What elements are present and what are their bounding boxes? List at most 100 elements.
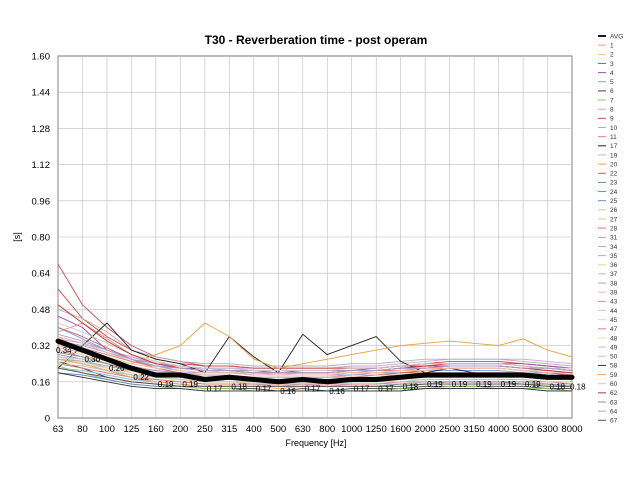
x-tick-label: 800 (319, 424, 335, 435)
legend-label: 44 (610, 308, 618, 315)
legend-label: AVG (610, 33, 623, 40)
x-tick-label: 500 (270, 424, 286, 435)
legend-label: 35 (610, 253, 618, 260)
legend-label: 37 (610, 271, 618, 278)
legend-label: 4 (610, 70, 614, 77)
x-tick-label: 4000 (488, 424, 509, 435)
y-tick-label: 1.44 (32, 88, 51, 99)
avg-data-label: 0.17 (256, 385, 272, 394)
legend-label: 60 (610, 381, 618, 388)
legend-label: 20 (610, 161, 618, 168)
legend-label: 2 (610, 52, 614, 59)
avg-data-label: 0.17 (354, 385, 370, 394)
avg-data-label: 0.19 (452, 380, 468, 389)
legend-label: 10 (610, 125, 618, 132)
legend-label: 39 (610, 290, 618, 297)
legend-label: 62 (610, 390, 618, 397)
avg-data-label: 0.19 (476, 380, 492, 389)
y-tick-label: 1.12 (32, 160, 51, 171)
legend-label: 58 (610, 363, 618, 370)
legend-label: 47 (610, 326, 618, 333)
legend-label: 24 (610, 189, 618, 196)
x-axis-ticks: 63 80 100 125 160 200 250 315 400 500 630 800 1000 12… (53, 424, 583, 435)
avg-data-label: 0.17 (305, 385, 321, 394)
y-tick-label: 1.60 (32, 52, 51, 63)
avg-data-label: 0.26 (109, 364, 125, 373)
legend: AVG1234567891011171920222324252627283134… (598, 33, 623, 425)
legend-label: 67 (610, 418, 618, 425)
avg-data-labels: 0.34 0.30 0.26 0.22 0.19 0.19 0.17 0.18 0.17 0.16… (56, 346, 586, 396)
avg-data-label: 0.34 (56, 346, 72, 355)
legend-label: 48 (610, 335, 618, 342)
avg-data-label: 0.19 (158, 380, 174, 389)
series-line-44 (57, 322, 572, 371)
legend-label: 36 (610, 262, 618, 269)
legend-label: 25 (610, 198, 618, 205)
legend-label: 6 (610, 88, 614, 95)
legend-label: 17 (610, 143, 618, 150)
x-tick-label: 1000 (341, 424, 362, 435)
x-axis-label: Frequency [Hz] (285, 438, 346, 448)
x-tick-label: 125 (123, 424, 139, 435)
series-line-58 (57, 372, 572, 392)
legend-label: 22 (610, 171, 618, 178)
y-tick-label: 0.80 (32, 233, 51, 244)
legend-label: 28 (610, 225, 618, 232)
series-line-avg (55, 338, 575, 385)
avg-data-label: 0.22 (133, 373, 149, 382)
legend-label: 5 (610, 79, 614, 86)
x-tick-label: 1250 (366, 424, 387, 435)
y-tick-label: 0.48 (32, 305, 51, 316)
x-tick-label: 80 (77, 424, 88, 435)
avg-data-label: 0.18 (570, 382, 586, 391)
series-line-28 (57, 363, 573, 385)
avg-data-label: 0.16 (280, 387, 296, 396)
x-tick-label: 63 (53, 424, 64, 435)
x-tick-label: 5000 (512, 424, 533, 435)
legend-label: 50 (610, 354, 618, 361)
x-tick-label: 315 (221, 424, 237, 435)
legend-label: 27 (610, 216, 618, 223)
legend-label: 49 (610, 344, 618, 351)
legend-label: 45 (610, 317, 618, 324)
legend-label: 8 (610, 107, 614, 114)
x-tick-label: 630 (295, 424, 311, 435)
legend-label: 19 (610, 152, 618, 159)
avg-data-label: 0.19 (525, 380, 541, 389)
avg-series (55, 338, 575, 385)
legend-label: 3 (610, 61, 614, 68)
avg-data-label: 0.18 (403, 382, 419, 391)
avg-data-label: 0.19 (501, 380, 517, 389)
y-axis-label: [s] (12, 232, 22, 242)
x-tick-label: 200 (172, 424, 188, 435)
x-tick-label: 8000 (561, 424, 582, 435)
x-tick-label: 6300 (537, 424, 558, 435)
y-tick-label: 0.32 (32, 341, 51, 352)
y-tick-label: 0.96 (32, 196, 51, 207)
legend-label: 1 (610, 42, 614, 49)
series-line-67 (57, 367, 572, 387)
avg-data-label: 0.16 (329, 387, 345, 396)
legend-label: 59 (610, 372, 618, 379)
legend-label: 23 (610, 180, 618, 187)
x-tick-label: 3150 (464, 424, 485, 435)
x-tick-label: 2500 (439, 424, 460, 435)
grid (57, 55, 573, 419)
series-line-64 (57, 333, 573, 374)
y-tick-label: 1.28 (32, 124, 51, 135)
legend-label: 11 (610, 134, 617, 141)
legend-label: 38 (610, 280, 618, 287)
legend-label: 34 (610, 244, 618, 251)
y-axis-ticks: 0 0.16 0.32 0.48 0.64 0.80 0.96 1.12 1.28 1.44 1.6… (32, 52, 51, 425)
legend-label: 63 (610, 399, 618, 406)
legend-label: 64 (610, 408, 618, 415)
avg-data-label: 0.19 (182, 380, 198, 389)
avg-data-label: 0.30 (84, 355, 100, 364)
legend-label: 26 (610, 207, 618, 214)
x-tick-label: 160 (148, 424, 164, 435)
x-tick-label: 1600 (390, 424, 411, 435)
avg-data-label: 0.18 (550, 382, 566, 391)
x-tick-label: 100 (99, 424, 115, 435)
legend-label: 31 (610, 235, 618, 242)
